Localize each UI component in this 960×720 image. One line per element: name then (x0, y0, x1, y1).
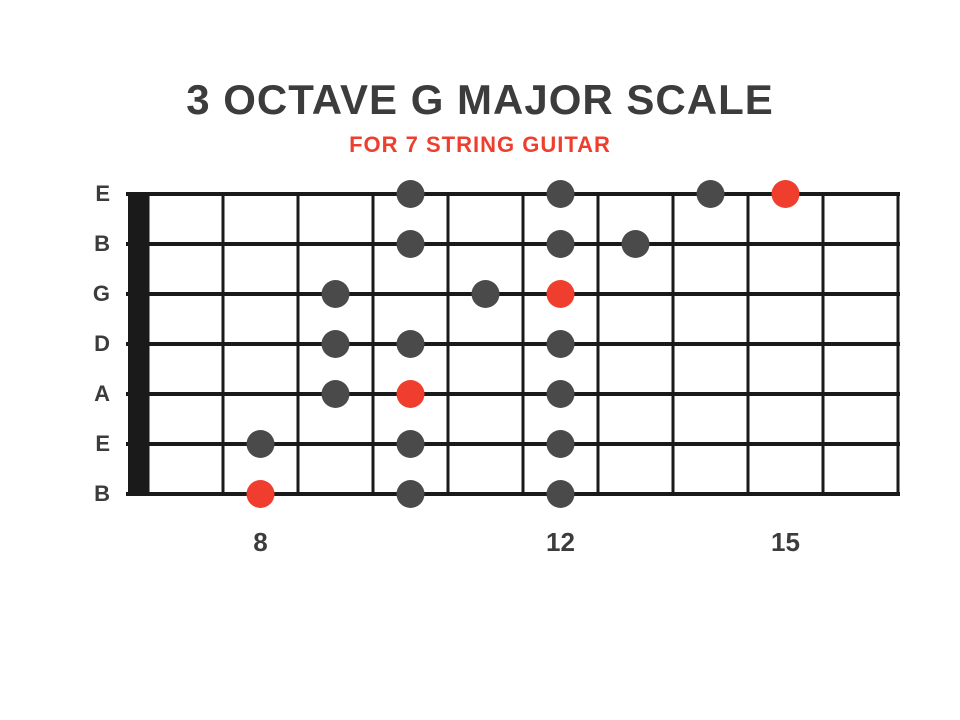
string-label: E (70, 431, 110, 457)
page: 3 OCTAVE G MAJOR SCALE FOR 7 STRING GUIT… (0, 0, 960, 720)
fret-number-label: 15 (756, 527, 816, 558)
string-label: D (70, 331, 110, 357)
string-label: B (70, 231, 110, 257)
string-label: A (70, 381, 110, 407)
string-label: B (70, 481, 110, 507)
fret-number-label: 8 (231, 527, 291, 558)
fret-number-label: 12 (531, 527, 591, 558)
fretboard-diagram (0, 0, 960, 720)
string-label: G (70, 281, 110, 307)
string-label: E (70, 181, 110, 207)
